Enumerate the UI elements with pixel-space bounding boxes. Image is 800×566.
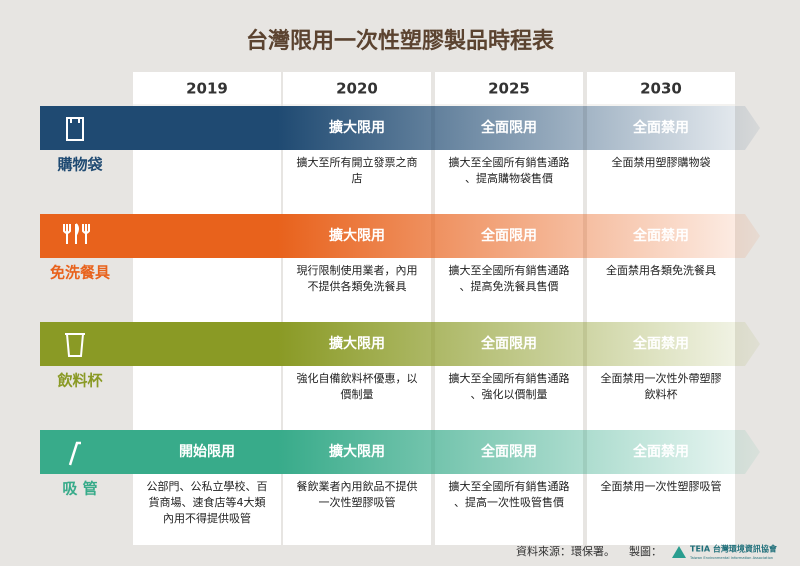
stage-note: 、提高免洗餐具售價 [460, 279, 559, 293]
stage-note: 全面禁用一次性外帶塑膠 [601, 371, 722, 385]
timeline-band [40, 106, 760, 150]
cutlery-icon [63, 223, 90, 244]
stage-note: 擴大至全國所有銷售通路 [449, 263, 570, 277]
stage-note: 全面禁用塑膠購物袋 [612, 155, 711, 169]
stage-note: 全面禁用各類免洗餐具 [606, 263, 716, 277]
stage-note: 、強化以價制量 [471, 387, 548, 401]
timeline-band [40, 322, 760, 366]
row-label: 飲料杯 [56, 372, 103, 390]
stage-note: 公部門、公私立學校、百 [147, 479, 268, 493]
stage-note: 飲料杯 [645, 387, 678, 401]
stage-note: 擴大至全國所有銷售通路 [449, 371, 570, 385]
stage-note: 店 [352, 171, 363, 185]
stage-note: 不提供各類免洗餐具 [308, 279, 407, 293]
timeline-band [40, 214, 760, 258]
stage-label: 全面限用 [480, 227, 537, 244]
stage-label: 擴大限用 [329, 119, 385, 136]
stage-note: 擴大至所有開立發票之商 [297, 155, 418, 169]
logo-mark [672, 546, 686, 558]
row-label: 吸 管 [62, 480, 97, 498]
stage-label: 開始限用 [179, 443, 235, 460]
year-label: 2030 [640, 80, 682, 98]
footer-source: 資料來源：環保署。 製圖： [516, 544, 662, 558]
year-label: 2025 [488, 80, 530, 98]
credit: 製圖： [629, 544, 662, 558]
stage-label: 擴大限用 [329, 227, 385, 244]
year-label: 2019 [186, 80, 228, 98]
icons [63, 117, 90, 466]
stage-note: 現行限制使用業者，內用 [297, 264, 418, 277]
stage-label: 全面限用 [480, 335, 537, 352]
row-label: 購物袋 [56, 156, 103, 174]
stage-note: 、提高購物袋售價 [465, 171, 553, 185]
stage-label: 擴大限用 [329, 443, 385, 460]
bag-icon [66, 117, 84, 141]
stage-label: 全面禁用 [632, 443, 689, 460]
stage-note: 價制量 [341, 387, 374, 401]
stage-label: 全面限用 [480, 443, 537, 460]
stage-note: 擴大至全國所有銷售通路 [449, 155, 570, 169]
logo-org: TEIA 台灣環境資訊協會 [690, 544, 778, 554]
source: 資料來源：環保署。 [516, 544, 615, 558]
stage-note: 、提高一次性吸管售價 [454, 495, 564, 509]
stage-label: 全面限用 [480, 119, 537, 136]
stage-note: 強化自備飲料杯優惠，以 [297, 371, 418, 385]
stage-label: 全面禁用 [632, 119, 689, 136]
straw-icon [68, 441, 81, 466]
stage-note: 內用不得提供吸管 [163, 511, 251, 525]
stage-label: 全面禁用 [632, 227, 689, 244]
stage-label: 全面禁用 [632, 335, 689, 352]
stage-note: 一次性塑膠吸管 [319, 495, 396, 509]
title: 台灣限用一次性塑膠製品時程表 [246, 28, 555, 54]
row-label: 免洗餐具 [50, 264, 110, 282]
stage-note: 餐飲業者內用飲品不提供 [297, 479, 418, 493]
logo-org-en: Taiwan Environmental Information Associa… [689, 556, 773, 560]
year-label: 2020 [336, 80, 378, 98]
stage-note: 全面禁用一次性塑膠吸管 [601, 479, 722, 493]
cup-icon [65, 333, 85, 357]
stage-note: 擴大至全國所有銷售通路 [449, 479, 570, 493]
timeline-band [40, 430, 760, 474]
stage-label: 擴大限用 [329, 335, 385, 352]
stage-note: 貨商場、速食店等4大類 [149, 495, 266, 509]
